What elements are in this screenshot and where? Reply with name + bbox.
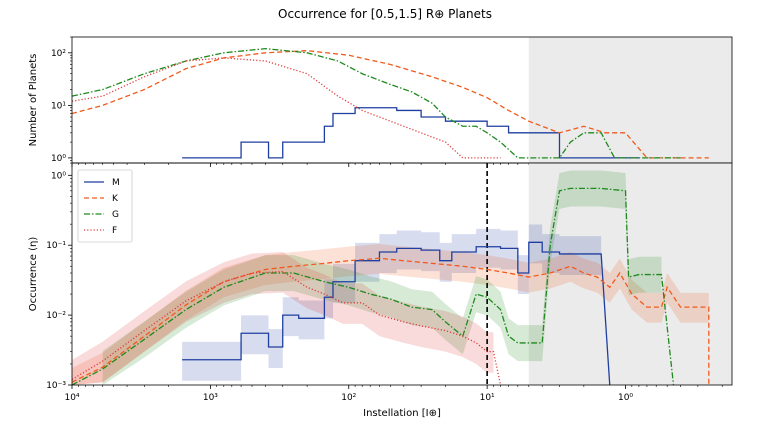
band-K	[72, 244, 709, 385]
series-line-M	[182, 241, 611, 385]
x-axis-label: Instellation [I⊕]	[363, 408, 441, 419]
top-panel: 10⁰ 10¹ 10² Number of Planets	[28, 36, 733, 167]
band-F	[72, 252, 494, 385]
series-line-M	[182, 107, 639, 159]
series-line-K	[72, 257, 710, 385]
y-tick-label: 10⁻³	[46, 381, 66, 391]
plot-area	[72, 163, 732, 385]
y-tick-label: 10²	[51, 49, 66, 59]
series-line-G	[72, 48, 681, 159]
x-tick-label: 10⁴	[64, 393, 79, 403]
x-tick-label: 10³	[203, 393, 218, 403]
series-line-F	[72, 57, 501, 159]
series-line-F	[72, 270, 502, 385]
y-tick-label: 10⁻²	[46, 311, 66, 321]
bottom-panel: 10⁻³ 10⁻² 10⁻¹ 10⁰ 10⁴ 10³ 10² 10¹ 10⁰ Occurrence…	[28, 162, 733, 403]
shaded-region	[528, 163, 732, 385]
y-tick-label: 10⁻¹	[46, 241, 66, 251]
legend-label-G: G	[112, 210, 119, 220]
y-axis-label: Number of Planets	[28, 54, 39, 147]
plot-area	[72, 37, 732, 163]
x-tick-label: 10⁰	[618, 393, 633, 403]
series-line-G	[72, 187, 675, 385]
legend-label-F: F	[112, 226, 117, 236]
band-G	[102, 170, 662, 385]
legend-label-M: M	[112, 178, 120, 188]
y-tick-label: 10⁰	[51, 154, 66, 164]
y-tick-label: 10⁰	[51, 171, 66, 181]
chart-title: Occurrence for [0.5,1.5] R⊕ Planets	[278, 7, 492, 21]
band-M	[182, 224, 602, 381]
legend-box	[77, 169, 133, 243]
x-tick-label: 10²	[341, 393, 356, 403]
shaded-region	[528, 37, 732, 163]
y-axis-label: Occurrence (η)	[28, 237, 39, 312]
axes-frame	[71, 162, 733, 386]
legend-label-K: K	[112, 194, 119, 204]
x-tick-label: 10¹	[480, 393, 495, 403]
series-line-K	[72, 49, 709, 159]
y-tick-label: 10¹	[51, 101, 66, 111]
